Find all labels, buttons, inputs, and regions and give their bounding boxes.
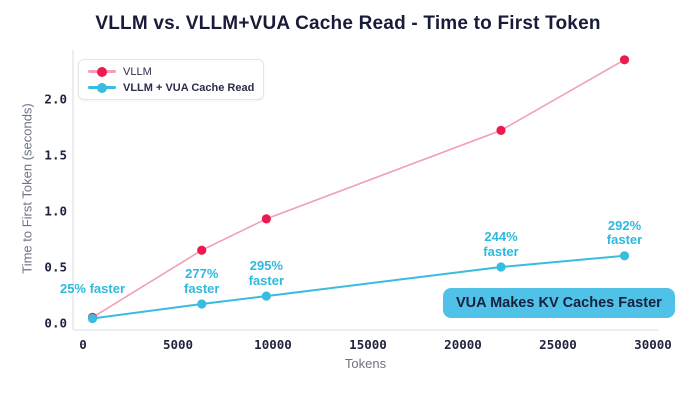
data-point-vua [619, 251, 630, 261]
x-tick-label: 30000 [634, 337, 672, 352]
data-point-vua [496, 262, 506, 272]
speedup-annotation: 295% faster [248, 258, 285, 288]
speedup-annotation: 292% faster [606, 217, 643, 248]
y-axis-title: Time to First Token (seconds) [19, 103, 35, 274]
y-tick-label: 0.5 [44, 259, 67, 275]
y-tick-label: 2.0 [44, 91, 67, 107]
x-tick-label: 25000 [539, 337, 577, 352]
series-layer [87, 55, 630, 324]
y-tick-label: 1.5 [44, 147, 67, 163]
y-tick-label: 0.0 [44, 315, 67, 331]
data-point-vllm [496, 125, 506, 135]
vua-line-swatch-icon [88, 82, 116, 93]
callout-badge: VUA Makes KV Caches Faster [443, 288, 675, 318]
legend-item-vllm[interactable]: VLLM [88, 65, 254, 78]
x-tick-label: 10000 [254, 337, 292, 352]
legend-label-vllm: VLLM [123, 65, 152, 78]
data-point-vua [261, 291, 271, 301]
x-tick-label: 15000 [349, 337, 387, 352]
vua-marker-icon [97, 82, 107, 93]
data-point-vua [197, 299, 207, 309]
y-tick-label: 1.0 [44, 203, 67, 219]
data-point-vllm [261, 214, 271, 224]
x-axis-title: Tokens [344, 356, 387, 371]
x-tick-label: 5000 [162, 337, 194, 352]
data-point-vllm [197, 245, 207, 255]
data-point-vllm [619, 55, 630, 65]
x-tick-label: 20000 [444, 337, 482, 352]
x-tick-label: 0 [79, 337, 87, 352]
legend: VLLM VLLM + VUA Cache Read [78, 59, 264, 100]
chart-title: VLLM vs. VLLM+VUA Cache Read - Time to F… [95, 13, 601, 34]
legend-item-vua[interactable]: VLLM + VUA Cache Read [88, 81, 254, 94]
vllm-marker-icon [97, 66, 107, 77]
speedup-annotation: 277% faster [184, 265, 220, 296]
legend-label-vua: VLLM + VUA Cache Read [123, 81, 255, 94]
speedup-annotation: 25% faster [59, 280, 126, 296]
speedup-annotation: 244% faster [483, 229, 519, 259]
vllm-line-swatch-icon [88, 66, 116, 77]
data-point-vua [87, 313, 98, 324]
